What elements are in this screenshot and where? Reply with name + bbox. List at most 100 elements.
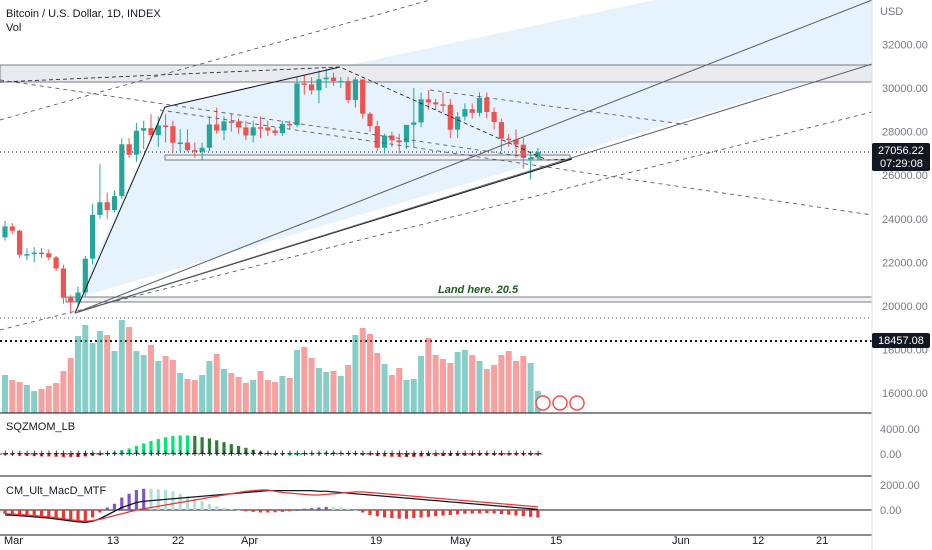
volume-bar xyxy=(31,391,38,413)
squeeze-bar xyxy=(251,449,255,454)
volume-bar xyxy=(461,350,468,413)
macd-histogram-bar xyxy=(251,510,255,512)
squeeze-dot: + xyxy=(294,448,300,460)
candle-body xyxy=(133,130,139,155)
drawings-foreground xyxy=(0,0,873,411)
squeeze-dot: + xyxy=(133,448,139,460)
macd-histogram-bar xyxy=(32,510,36,517)
squeeze-dot: + xyxy=(287,448,293,460)
squeeze-bar xyxy=(507,454,511,456)
time-axis-tick: 21 xyxy=(816,535,828,547)
macd-histogram-bar xyxy=(499,510,503,514)
macd-histogram-bar xyxy=(54,510,58,519)
macd-histogram-bar xyxy=(477,510,482,514)
macd-histogram-bar xyxy=(521,510,525,517)
squeeze-dot: + xyxy=(491,448,497,460)
volume-bar xyxy=(9,380,16,413)
macd-histogram-bar xyxy=(434,510,438,517)
volume-bar xyxy=(38,389,45,413)
macd-histogram-bar xyxy=(105,507,109,510)
candle-body xyxy=(403,124,410,143)
squeeze-bar xyxy=(185,435,190,454)
squeeze-bar xyxy=(266,452,270,454)
squeeze-bar xyxy=(324,452,328,454)
squeeze-bar xyxy=(47,454,51,457)
candle-body xyxy=(272,130,278,134)
squeeze-bar xyxy=(120,450,124,454)
candle-body xyxy=(60,268,66,298)
volume-bar xyxy=(169,360,176,413)
volume-bar xyxy=(242,383,249,413)
candle-body xyxy=(184,142,191,151)
volume-bar xyxy=(118,320,125,413)
candle-body xyxy=(82,258,88,293)
volume-bar xyxy=(447,363,454,413)
range-box xyxy=(164,154,571,161)
candle-body xyxy=(447,104,453,130)
volume-bar xyxy=(469,355,476,413)
squeeze-dot: + xyxy=(309,448,315,460)
macd-title: CM_Ult_MacD_MTF xyxy=(6,485,107,497)
macd-histogram-bar xyxy=(288,510,292,512)
macd-histogram-bar xyxy=(397,510,401,519)
volume-bar xyxy=(410,379,417,413)
squeeze-axis-tick: 4000.00 xyxy=(880,424,920,436)
squeeze-dot: + xyxy=(279,448,285,460)
time-axis-tick: Mar xyxy=(4,535,23,547)
candle-body xyxy=(199,147,205,152)
candle-body xyxy=(141,128,147,131)
squeeze-dot: + xyxy=(477,448,483,460)
squeeze-bar xyxy=(200,437,204,454)
squeeze-dot: + xyxy=(199,448,205,460)
time-axis-tick: 22 xyxy=(172,535,184,547)
volume-bar xyxy=(381,364,388,413)
candle-body xyxy=(170,126,176,143)
macd-histogram-bar xyxy=(317,507,321,510)
squeeze-dot: + xyxy=(535,448,541,460)
squeeze-bar xyxy=(390,454,394,457)
candle-body xyxy=(206,124,212,148)
candle-body xyxy=(535,152,541,158)
squeeze-bar xyxy=(215,440,219,454)
volume-bar xyxy=(425,338,432,413)
macd-histogram-bar xyxy=(419,510,423,518)
squeeze-dot: + xyxy=(31,448,37,460)
squeeze-dot: + xyxy=(9,448,15,460)
squeeze-title: SQZMOM_LB xyxy=(6,421,75,433)
squeeze-dot: + xyxy=(82,448,88,460)
candle-body xyxy=(279,123,285,134)
squeeze-dot: + xyxy=(112,448,118,460)
squeeze-dot: + xyxy=(192,448,198,460)
squeeze-dot: + xyxy=(520,448,526,460)
squeeze-bar xyxy=(521,454,525,456)
squeeze-bar xyxy=(434,454,438,457)
squeeze-dot: + xyxy=(331,448,337,460)
candle-body xyxy=(360,79,366,114)
squeeze-dot: + xyxy=(513,448,519,460)
volume-bar xyxy=(82,325,89,413)
volume-bar xyxy=(206,361,213,413)
squeeze-bar xyxy=(164,437,168,454)
candle-body xyxy=(316,79,322,91)
macd-histogram-bar xyxy=(485,510,489,514)
squeeze-bar xyxy=(171,436,175,454)
candle-body xyxy=(469,109,475,113)
squeeze-dot: + xyxy=(2,448,8,460)
volume-label: Vol xyxy=(6,22,21,34)
macd-histogram-bar xyxy=(69,510,73,522)
volume-bar xyxy=(359,328,366,413)
candle-body xyxy=(294,83,300,126)
macd-histogram-bar xyxy=(536,510,540,518)
volume-bar xyxy=(264,380,271,413)
squeeze-dot: + xyxy=(455,448,461,460)
squeeze-dot: + xyxy=(258,448,264,460)
squeeze-dot: + xyxy=(90,448,96,460)
volume-bar xyxy=(286,378,293,413)
squeeze-bar xyxy=(375,454,379,456)
volume-bar xyxy=(418,356,425,413)
macd-histogram-bar xyxy=(390,510,394,519)
squeeze-dot: + xyxy=(433,448,439,460)
squeeze-dot: + xyxy=(272,448,278,460)
